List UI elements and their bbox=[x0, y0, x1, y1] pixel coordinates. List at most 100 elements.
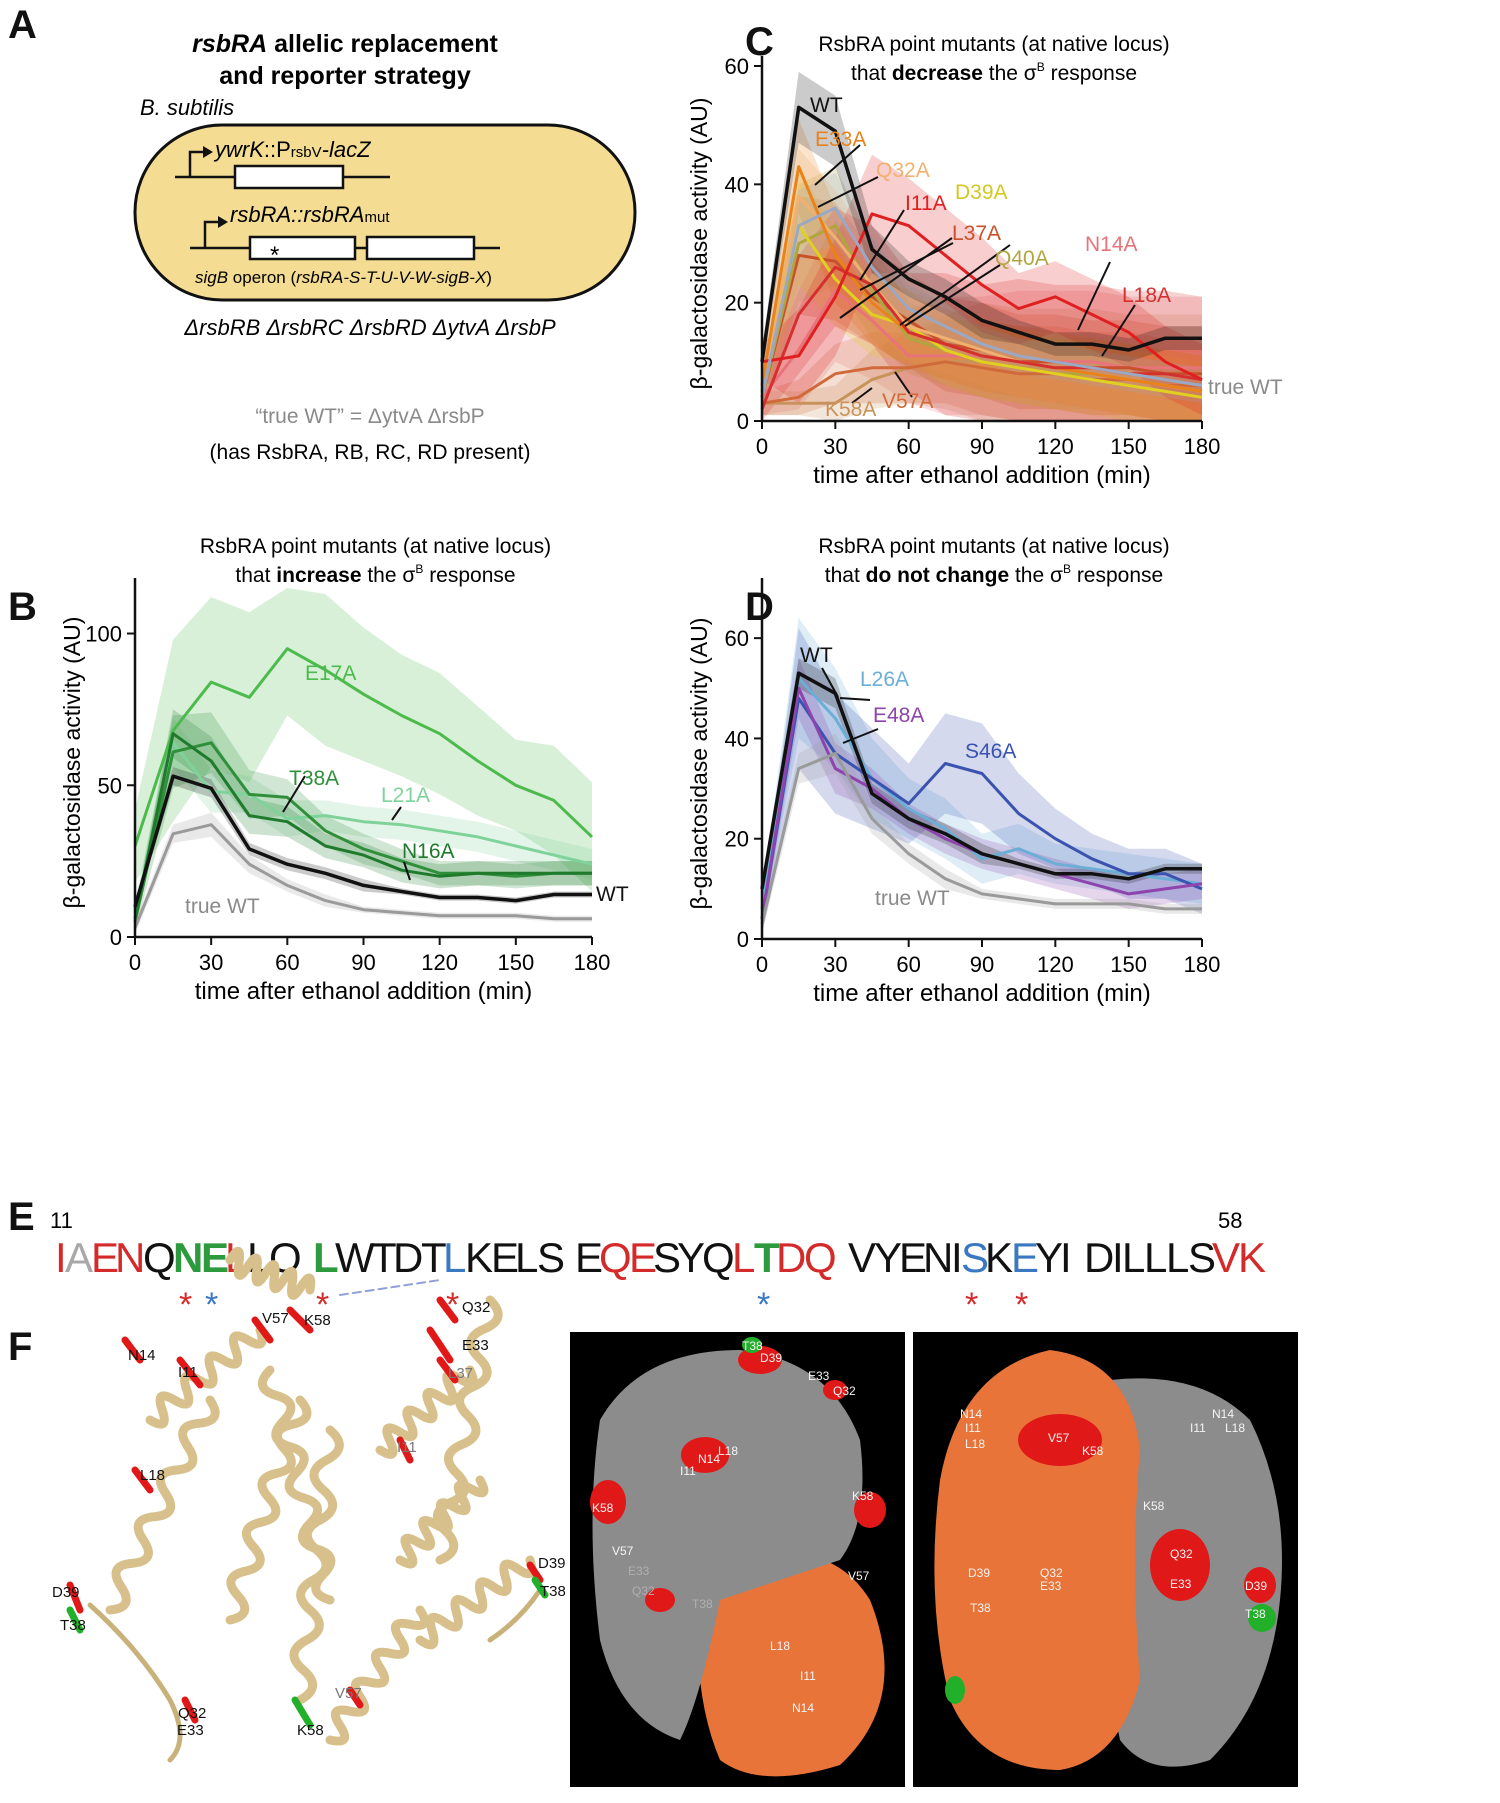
surface-1-label: T38 bbox=[742, 1339, 763, 1353]
ribbon-label: D39 bbox=[538, 1555, 566, 1572]
surface-1-green-top bbox=[742, 1337, 762, 1353]
surface-2-label: V57 bbox=[1048, 1431, 1070, 1445]
annotation-v57a: V57A bbox=[882, 390, 933, 413]
true-wt-note: (has RsbRA, RB, RC, RD present) bbox=[210, 441, 531, 464]
series-line-n16a bbox=[133, 732, 592, 920]
x-axis-label: time after ethanol addition (min) bbox=[195, 978, 533, 1005]
surface-2-label: I11 bbox=[965, 1421, 981, 1435]
rsbra-gene-box bbox=[248, 235, 357, 261]
residue: L bbox=[1122, 1234, 1145, 1281]
residue-stick bbox=[291, 1696, 314, 1729]
residue: L bbox=[732, 1234, 755, 1281]
series-line-wt bbox=[760, 105, 1202, 363]
band-grey bbox=[762, 172, 1202, 416]
surface-1-orange bbox=[697, 1554, 885, 1777]
series-line-true-wt bbox=[133, 823, 592, 929]
band-d39a bbox=[762, 166, 1202, 421]
ribbon-helix bbox=[415, 1555, 537, 1650]
residue: L bbox=[515, 1234, 538, 1281]
residue-star: * bbox=[757, 1286, 770, 1324]
annotation-leader bbox=[1077, 261, 1111, 331]
residue: T bbox=[371, 1234, 397, 1281]
residue-stick bbox=[526, 1561, 544, 1584]
ribbon-label: Q32 bbox=[462, 1299, 490, 1316]
residue-stick bbox=[131, 1466, 154, 1494]
ribbon-label: K58 bbox=[304, 1312, 331, 1329]
surface-1-label: T38 bbox=[692, 1597, 713, 1611]
annotation-leader bbox=[899, 244, 1011, 326]
surface-1-label: D39 bbox=[760, 1351, 782, 1365]
residue-star: * bbox=[179, 1286, 192, 1324]
residue: K bbox=[985, 1234, 1013, 1281]
ribbon-label: N14 bbox=[128, 1347, 156, 1364]
residue: D bbox=[1084, 1234, 1114, 1281]
residue: W bbox=[335, 1234, 375, 1281]
surface-2-label: L18 bbox=[965, 1437, 985, 1451]
series-line-true-wt bbox=[760, 752, 1202, 925]
surface-2-label: L18 bbox=[1225, 1421, 1245, 1435]
surface-2-label: Q32 bbox=[1170, 1547, 1193, 1561]
panel-a-title-line2: and reporter strategy bbox=[219, 62, 471, 90]
y-tick-label: 100 bbox=[85, 622, 122, 647]
residue: S bbox=[961, 1234, 989, 1281]
annotation-i11a: I11A bbox=[905, 192, 947, 215]
surface-2-label: E33 bbox=[1170, 1577, 1192, 1591]
chart-title: RsbRA point mutants (at native locus) bbox=[818, 535, 1169, 558]
series-line-e17a bbox=[133, 647, 594, 847]
reporter-promoter-arrowhead bbox=[203, 146, 213, 158]
x-tick-label: 180 bbox=[1184, 434, 1221, 459]
ribbon-helix bbox=[145, 1325, 267, 1429]
y-tick-label: 20 bbox=[725, 827, 749, 852]
annotation-leader bbox=[894, 371, 913, 398]
panel-label-a: A bbox=[8, 3, 37, 47]
surface-2-label: N14 bbox=[1212, 1407, 1234, 1421]
band-e17a bbox=[135, 588, 592, 892]
annotation-leader bbox=[1101, 304, 1136, 357]
residue: Y bbox=[1035, 1234, 1063, 1281]
y-tick-label: 60 bbox=[725, 626, 749, 651]
y-tick-label: 40 bbox=[725, 726, 749, 751]
residue: Y bbox=[677, 1234, 705, 1281]
series-line-i11a bbox=[761, 212, 1203, 381]
surface-1-label: K58 bbox=[852, 1489, 874, 1503]
ribbon-label: V57 bbox=[262, 1310, 289, 1327]
ribbon-label: T38 bbox=[60, 1617, 86, 1634]
residue: Y bbox=[874, 1234, 902, 1281]
reporter-construct-label: ywrK::PrsbV-lacZ bbox=[213, 137, 372, 162]
residue: E bbox=[91, 1234, 119, 1281]
x-tick-label: 0 bbox=[129, 950, 141, 975]
surface-1-grey bbox=[592, 1350, 863, 1740]
series-line-grey bbox=[760, 206, 1203, 398]
residue-star: * bbox=[1015, 1286, 1028, 1324]
annotation-leader bbox=[814, 144, 861, 186]
x-tick-label: 150 bbox=[1110, 434, 1147, 459]
residue: L bbox=[1166, 1234, 1189, 1281]
chart-title: RsbRA point mutants (at native locus) bbox=[200, 535, 551, 558]
surface-2-label: D39 bbox=[968, 1566, 990, 1580]
surface-1-red-n14 bbox=[681, 1437, 729, 1473]
x-tick-label: 60 bbox=[275, 950, 299, 975]
y-tick-label: 0 bbox=[737, 927, 749, 952]
ribbon-helix bbox=[433, 1295, 503, 1565]
organism-label: B. subtilis bbox=[140, 95, 234, 120]
panel-a-schematic: rsbRA allelic replacement and reporter s… bbox=[133, 30, 637, 464]
true-wt-definition: “true WT” = ΔytvA ΔrsbP bbox=[255, 405, 484, 428]
residue: V bbox=[848, 1234, 876, 1281]
surface-2-red-v57 bbox=[1018, 1414, 1102, 1466]
allele-label: rsbRA::rsbRAmut bbox=[230, 202, 390, 227]
chart-panel-c: RsbRA point mutants (at native locus) tha… bbox=[686, 33, 1283, 489]
residue: S bbox=[653, 1234, 681, 1281]
reporter-promoter-arrow bbox=[188, 150, 205, 177]
allele-promoter-arrowhead bbox=[218, 216, 228, 228]
annotation-leader bbox=[403, 861, 411, 881]
residue-stick bbox=[286, 1306, 314, 1334]
residue: N bbox=[115, 1234, 145, 1281]
surface-1-red-right bbox=[854, 1492, 886, 1528]
panel-label-c: C bbox=[745, 20, 774, 64]
residue: K bbox=[465, 1234, 493, 1281]
ribbon-helix bbox=[105, 1395, 220, 1615]
x-tick-label: 90 bbox=[970, 952, 994, 977]
